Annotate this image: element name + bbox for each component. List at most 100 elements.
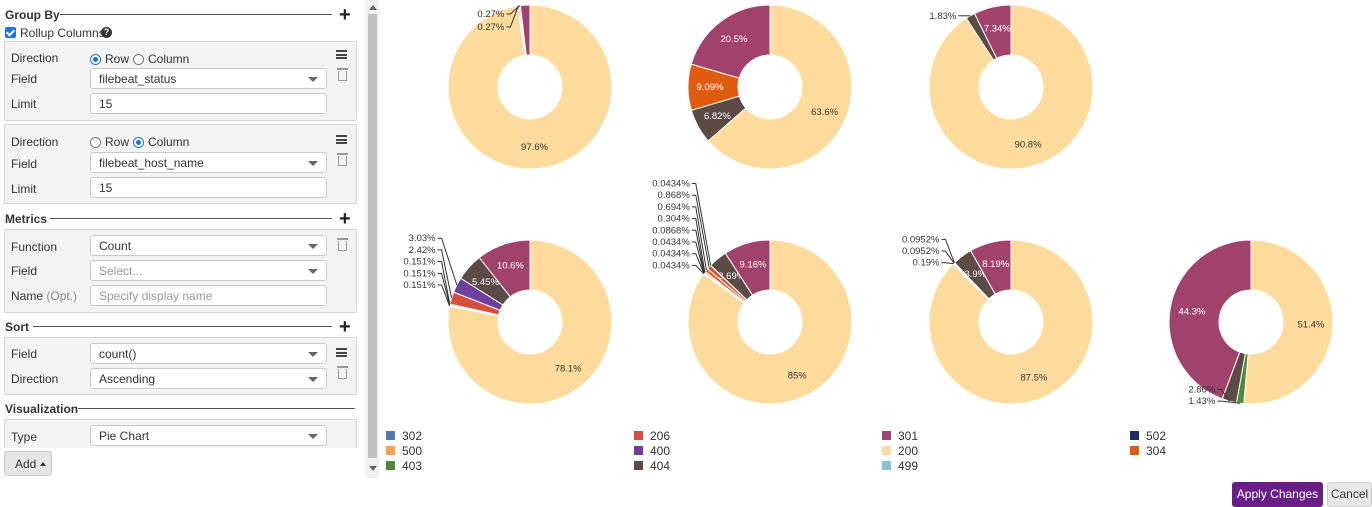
sort-direction-select[interactable]: Ascending [90, 368, 327, 389]
config-panel: Group By + Rollup Columns ? Direction Ro… [0, 0, 366, 448]
legend-swatch [634, 461, 643, 470]
sort-field-select[interactable]: count() [90, 343, 327, 364]
slice-label: 44.3% [1178, 306, 1205, 317]
legend-swatch [634, 431, 643, 440]
slice-label: 90.8% [1015, 140, 1042, 151]
drag-handle-icon[interactable] [336, 135, 347, 144]
slice-label: 3.9% [964, 269, 986, 280]
display-name-input[interactable]: Specify display name [90, 285, 327, 306]
pie-slice-301[interactable] [478, 239, 531, 298]
chevron-down-icon [308, 161, 318, 166]
chevron-down-icon [308, 352, 318, 357]
legend-label: 500 [402, 444, 423, 458]
cancel-button[interactable]: Cancel [1327, 482, 1372, 507]
limit-input[interactable]: 15 [90, 93, 327, 114]
apply-changes-button[interactable]: Apply Changes [1232, 482, 1323, 507]
function-select[interactable]: Count [90, 235, 327, 256]
slice-label: 0.0434% [652, 178, 690, 189]
rollup-columns-label: Rollup Columns [20, 26, 105, 40]
drag-handle-icon[interactable] [336, 50, 347, 59]
trash-icon[interactable] [337, 238, 348, 251]
legend-swatch [1130, 431, 1139, 440]
scrollbar-thumb[interactable] [368, 14, 377, 458]
pie-slice-301[interactable] [1168, 239, 1252, 400]
rollup-columns-checkbox[interactable] [5, 27, 16, 38]
field-select[interactable]: filebeat_status [90, 68, 327, 89]
column-radio-label: Column [148, 52, 190, 66]
group-column-config: Direction Row Column Field filebeat_host… [4, 124, 357, 204]
chevron-down-icon [308, 269, 318, 274]
label-leader-line [691, 206, 707, 271]
pie-slice-301[interactable] [519, 4, 531, 56]
label-leader-line [691, 229, 705, 274]
metric-field-select[interactable]: Select... [90, 260, 327, 281]
field-select-value: filebeat_status [99, 72, 177, 86]
slice-label: 3.69% [718, 271, 745, 282]
slice-label: 0.19% [913, 258, 940, 269]
slice-label: 0.27% [477, 9, 504, 20]
row-radio[interactable] [90, 137, 101, 148]
legend-label: 403 [402, 459, 423, 473]
legend-swatch [882, 431, 891, 440]
legend-label: 301 [898, 429, 919, 443]
pie-slice-200[interactable] [928, 4, 1094, 170]
pie-slice-200[interactable] [687, 239, 853, 405]
label-leader-line [1217, 400, 1241, 404]
function-select-value: Count [99, 239, 132, 253]
pie-slice-200[interactable] [1243, 239, 1334, 405]
field-select[interactable]: filebeat_host_name [90, 152, 327, 173]
metric-config: Function Count Field Select... Name (Opt… [4, 229, 357, 313]
slice-label: 0.151% [403, 257, 436, 268]
slice-label: 0.0434% [652, 249, 690, 260]
group-by-title: Group By [5, 8, 60, 22]
limit-label: Limit [11, 182, 37, 196]
column-radio[interactable] [133, 137, 144, 148]
legend-label: 404 [650, 459, 671, 473]
slice-label: 78.1% [555, 363, 582, 374]
pie-slice-200[interactable] [447, 239, 613, 405]
chart-type-select[interactable]: Pie Chart [90, 425, 327, 446]
slice-label: 20.5% [721, 34, 748, 45]
label-leader-line [691, 264, 705, 274]
pie-slice-301[interactable] [690, 4, 771, 79]
add-metric-button[interactable]: + [339, 208, 351, 230]
pie-slice-301[interactable] [724, 239, 771, 296]
label-leader-line [941, 250, 955, 264]
slice-label: 0.0868% [652, 225, 690, 236]
label-leader-line [437, 237, 458, 286]
column-radio[interactable] [133, 54, 144, 65]
pie-slice-200[interactable] [707, 4, 853, 170]
add-sort-button[interactable]: + [339, 316, 351, 338]
legend-swatch [386, 431, 395, 440]
chevron-down-icon [308, 377, 318, 382]
label-leader-line [437, 249, 453, 299]
limit-input[interactable]: 15 [90, 177, 327, 198]
label-leader-line [941, 238, 955, 263]
label-leader-line [506, 5, 519, 28]
pie-slice-301[interactable] [969, 239, 1012, 295]
pie-slice-200[interactable] [447, 4, 613, 170]
slice-label: 0.0434% [652, 237, 690, 248]
row-radio[interactable] [90, 54, 101, 65]
add-group-button[interactable]: + [339, 4, 351, 26]
help-icon[interactable]: ? [101, 27, 112, 38]
trash-icon[interactable] [337, 366, 348, 379]
scroll-up-icon[interactable] [369, 5, 377, 10]
chevron-down-icon [308, 244, 318, 249]
slice-label: 5.45% [472, 277, 499, 288]
drag-handle-icon[interactable] [336, 348, 347, 357]
type-label: Type [11, 430, 38, 444]
pie-slice-301[interactable] [973, 4, 1012, 60]
slice-label: 9.16% [739, 259, 766, 270]
name-label: Name (Opt.) [11, 289, 77, 303]
legend-swatch [634, 446, 643, 455]
label-leader-line [691, 194, 710, 268]
label-leader-line [691, 253, 705, 274]
legend-label: 206 [650, 429, 671, 443]
scroll-down-icon[interactable] [369, 466, 377, 471]
slice-label: 3.03% [409, 233, 436, 244]
trash-icon[interactable] [337, 153, 348, 166]
trash-icon[interactable] [337, 68, 348, 81]
add-button[interactable]: Add [4, 451, 52, 476]
slice-label: 63.6% [811, 107, 838, 118]
